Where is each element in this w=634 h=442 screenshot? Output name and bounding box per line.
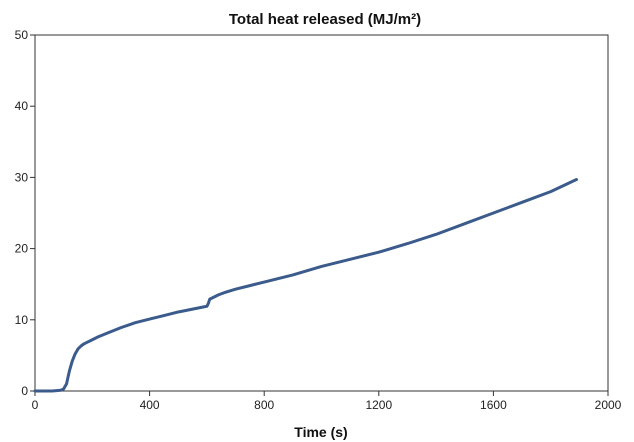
y-tick-label: 20 [15, 242, 29, 256]
x-axis: 0 400 800 1200 1600 2000 [32, 391, 622, 412]
x-tick-label: 800 [254, 398, 274, 412]
series-line-0 [33, 178, 578, 393]
x-tick-label: 1600 [480, 398, 507, 412]
y-tick-label: 50 [15, 28, 29, 42]
x-tick-label: 1200 [365, 398, 392, 412]
y-tick-label: 40 [15, 99, 29, 113]
chart-title: Total heat released (MJ/m²) [229, 11, 421, 28]
x-tick-label: 400 [140, 398, 160, 412]
x-axis-label: Time (s) [294, 424, 347, 440]
x-tick-label: 2000 [595, 398, 622, 412]
y-axis: 0 10 20 30 40 50 [15, 28, 35, 398]
series-layer [33, 178, 578, 393]
y-tick-label: 30 [15, 170, 29, 184]
plot-frame [34, 34, 609, 392]
y-tick-label: 10 [15, 313, 29, 327]
x-tick-label: 0 [32, 398, 39, 412]
y-tick-label: 0 [21, 384, 28, 398]
